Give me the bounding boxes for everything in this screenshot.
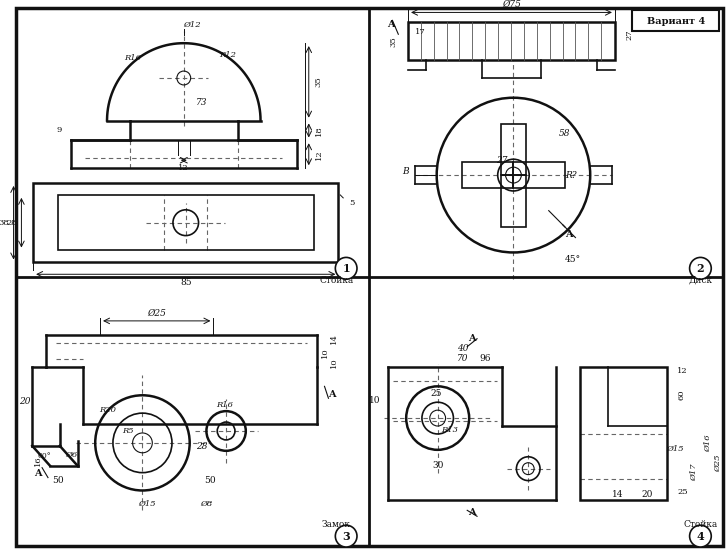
Text: 10: 10 — [330, 358, 338, 368]
Text: 27: 27 — [496, 156, 507, 164]
Text: 50: 50 — [204, 476, 216, 485]
Text: 60: 60 — [678, 389, 686, 399]
Text: Ø25: Ø25 — [147, 309, 166, 317]
Text: 30: 30 — [432, 461, 443, 470]
Text: 20: 20 — [19, 397, 30, 406]
Text: 60°: 60° — [37, 452, 51, 460]
Text: 40: 40 — [457, 344, 468, 353]
Text: Ø75: Ø75 — [502, 0, 521, 9]
Bar — [408, 23, 615, 60]
Text: 14: 14 — [612, 490, 624, 499]
Text: 9: 9 — [56, 126, 62, 134]
Text: Ø25: Ø25 — [714, 454, 722, 471]
Text: 18: 18 — [315, 125, 323, 136]
Text: Диск: Диск — [688, 276, 712, 285]
Text: Ø16: Ø16 — [704, 434, 712, 452]
Circle shape — [690, 525, 711, 547]
Text: 25: 25 — [430, 389, 441, 398]
Text: 10: 10 — [321, 347, 329, 358]
Bar — [632, 10, 719, 31]
Circle shape — [335, 525, 357, 547]
Text: 96: 96 — [479, 354, 491, 363]
Text: R12: R12 — [220, 51, 236, 59]
Text: R?: R? — [565, 170, 577, 180]
Text: 58: 58 — [559, 129, 571, 138]
Text: Стойка: Стойка — [319, 276, 353, 285]
Circle shape — [690, 257, 711, 279]
Text: Ø17: Ø17 — [691, 464, 699, 481]
Text: 50: 50 — [52, 476, 64, 485]
Text: Ø15: Ø15 — [666, 445, 683, 453]
Text: Стойка: Стойка — [683, 520, 718, 529]
Text: A: A — [329, 390, 336, 399]
Bar — [580, 366, 667, 500]
Text: 28: 28 — [7, 219, 17, 227]
Text: R20: R20 — [100, 406, 116, 414]
Text: 45°: 45° — [564, 255, 581, 264]
Text: 2: 2 — [696, 263, 704, 274]
Text: R16: R16 — [124, 54, 141, 62]
Text: A: A — [565, 230, 572, 239]
Text: 1: 1 — [342, 263, 350, 274]
Text: 85: 85 — [180, 278, 192, 287]
Bar — [33, 183, 338, 262]
Text: 5: 5 — [350, 199, 355, 207]
Text: Ø8: Ø8 — [201, 500, 212, 508]
Text: R5: R5 — [122, 427, 134, 435]
Text: 12: 12 — [315, 149, 323, 160]
Text: B: B — [402, 167, 409, 175]
Text: A: A — [34, 469, 42, 478]
Text: A: A — [387, 20, 394, 29]
Text: Ø12: Ø12 — [183, 21, 201, 29]
Text: 70: 70 — [457, 354, 468, 363]
Text: 20: 20 — [642, 490, 653, 499]
Text: 17: 17 — [414, 28, 425, 36]
Text: Ø15: Ø15 — [139, 500, 156, 508]
Bar — [58, 195, 313, 250]
Text: Ø6: Ø6 — [65, 451, 78, 459]
Text: 27: 27 — [625, 29, 633, 40]
Text: 10: 10 — [369, 396, 380, 405]
Text: 38: 38 — [0, 219, 9, 227]
Text: R16: R16 — [216, 401, 233, 409]
Text: 35: 35 — [315, 76, 323, 87]
Text: 16: 16 — [34, 455, 42, 466]
Text: Вариант 4: Вариант 4 — [647, 17, 705, 26]
Text: R13: R13 — [441, 426, 458, 434]
Text: 4: 4 — [696, 531, 704, 542]
Text: 3: 3 — [342, 531, 350, 542]
Text: 35: 35 — [390, 36, 398, 47]
Text: 14: 14 — [330, 333, 338, 344]
Text: A: A — [468, 508, 476, 517]
Text: 12: 12 — [178, 164, 189, 172]
Text: Замок: Замок — [322, 520, 350, 529]
Text: 25: 25 — [678, 488, 688, 497]
Circle shape — [335, 257, 357, 279]
Text: 73: 73 — [196, 98, 207, 107]
Text: 12: 12 — [678, 367, 688, 376]
Text: A: A — [468, 334, 476, 343]
Text: 28: 28 — [196, 442, 207, 452]
